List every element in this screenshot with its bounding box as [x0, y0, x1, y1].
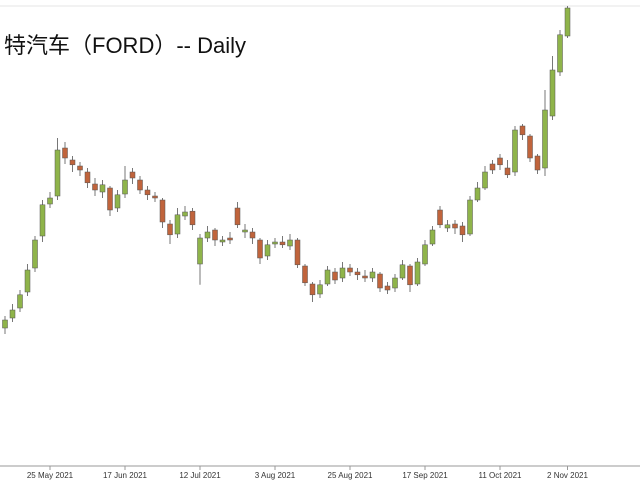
candle-body	[159, 199, 166, 223]
candle-body	[62, 147, 68, 159]
candle-body	[279, 241, 286, 246]
candle-body	[534, 155, 541, 171]
candle-body	[144, 189, 151, 196]
candle-body	[332, 271, 338, 281]
candle-body	[422, 244, 428, 265]
candle-body	[107, 187, 113, 211]
candle-body	[557, 34, 563, 73]
candle-body	[527, 135, 533, 159]
candle-body	[414, 261, 421, 285]
candle-body	[467, 199, 473, 235]
candle-body	[347, 267, 353, 273]
candle-body	[122, 179, 128, 195]
candle-body	[32, 239, 38, 269]
candle-body	[497, 157, 503, 166]
candle-body	[452, 223, 458, 229]
candle-body	[377, 273, 383, 289]
candle-body	[17, 294, 23, 309]
candle-body	[114, 194, 121, 209]
candle-body	[152, 195, 158, 199]
candle-body	[474, 187, 481, 201]
candle-body	[354, 271, 361, 276]
candle-body	[399, 264, 406, 279]
candle-body	[489, 163, 496, 171]
candle-body	[249, 231, 256, 239]
candle-body	[302, 265, 308, 284]
candle-body	[272, 241, 278, 245]
candle-body	[504, 167, 511, 176]
candle-body	[212, 229, 218, 241]
candle-body	[137, 179, 143, 191]
x-tick-label: 11 Oct 2021	[479, 471, 523, 480]
candle-body	[384, 285, 391, 291]
candle-body	[99, 184, 106, 193]
candle-body	[294, 239, 301, 266]
candle-body	[264, 244, 271, 257]
candle-body	[459, 225, 466, 236]
candle-body	[362, 275, 368, 279]
candle-body	[69, 159, 76, 166]
candle-body	[482, 171, 488, 189]
candle-body	[2, 319, 8, 329]
candle-body	[549, 69, 556, 117]
candle-body	[519, 125, 526, 136]
candle-body	[227, 237, 233, 241]
x-tick-label: 2 Nov 2021	[547, 471, 588, 480]
candle-body	[339, 267, 346, 279]
candle-body	[257, 239, 263, 259]
candle-body	[234, 207, 241, 226]
candle-body	[317, 284, 323, 295]
candle-body	[92, 183, 98, 191]
candle-body	[309, 283, 316, 296]
candle-body	[167, 223, 173, 236]
chart-title: 特汽车（FORD）-- Daily	[4, 33, 246, 58]
x-tick-label: 17 Jun 2021	[103, 471, 148, 480]
candle-body	[369, 271, 376, 279]
candle-body	[47, 197, 53, 205]
candle-body	[512, 129, 518, 173]
candle-body	[287, 239, 293, 247]
x-tick-label: 25 May 2021	[27, 471, 74, 480]
candle-body	[84, 171, 91, 184]
candle-body	[182, 211, 188, 217]
candle-body	[189, 210, 196, 226]
candle-body	[542, 109, 548, 169]
candle-body	[444, 224, 451, 229]
x-tick-label: 12 Jul 2021	[179, 471, 221, 480]
x-tick-label: 17 Sep 2021	[402, 471, 448, 480]
candle-body	[437, 209, 443, 226]
candle-body	[39, 204, 46, 237]
candle-body	[564, 7, 571, 37]
candle-body	[324, 269, 331, 285]
candle-body	[392, 277, 398, 289]
x-tick-label: 25 Aug 2021	[328, 471, 373, 480]
candle-body	[242, 229, 248, 233]
candle-body	[24, 269, 31, 293]
x-tick-label: 3 Aug 2021	[255, 471, 296, 480]
candle-body	[407, 265, 413, 286]
candle-body	[219, 239, 226, 243]
candle-body	[77, 165, 83, 171]
candle-body	[9, 309, 16, 319]
candle-body	[204, 231, 211, 239]
candle-body	[129, 171, 136, 179]
candle-body	[429, 229, 436, 245]
candle-body	[174, 214, 181, 235]
candle-body	[54, 149, 61, 197]
candle-body	[197, 237, 203, 265]
